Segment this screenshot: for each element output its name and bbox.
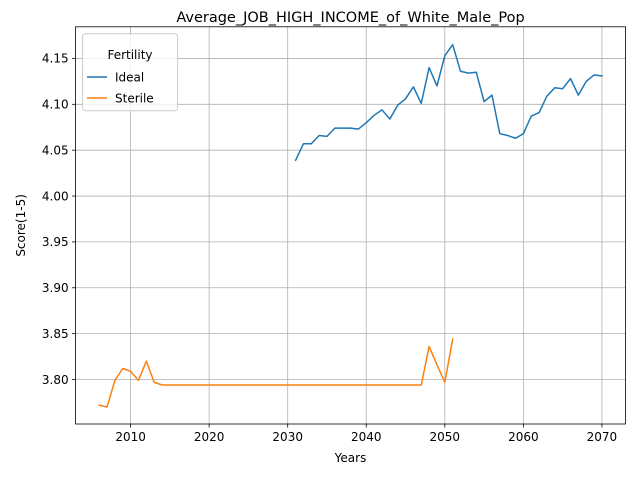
legend-label-ideal: Ideal bbox=[115, 71, 144, 85]
x-axis-label: Years bbox=[334, 451, 367, 465]
y-tick-label: 3.80 bbox=[42, 373, 69, 387]
y-tick-label: 3.85 bbox=[42, 327, 69, 341]
x-tick-label: 2010 bbox=[115, 430, 146, 444]
legend: Fertility Ideal Sterile bbox=[83, 34, 178, 111]
x-tick-label: 2030 bbox=[272, 430, 303, 444]
y-tick-label: 4.05 bbox=[42, 143, 69, 157]
x-tick-label: 2040 bbox=[351, 430, 382, 444]
legend-title: Fertility bbox=[107, 48, 152, 62]
y-tick-label: 3.90 bbox=[42, 281, 69, 295]
x-tick-label: 2060 bbox=[508, 430, 539, 444]
y-axis-label: Score(1-5) bbox=[14, 194, 28, 257]
y-tick-label: 4.15 bbox=[42, 52, 69, 66]
chart-title: Average_JOB_HIGH_INCOME_of_White_Male_Po… bbox=[176, 10, 524, 26]
x-tick-label: 2050 bbox=[430, 430, 461, 444]
x-tick-label: 2020 bbox=[194, 430, 225, 444]
legend-label-sterile: Sterile bbox=[115, 92, 154, 106]
y-tick-label: 4.10 bbox=[42, 98, 69, 112]
y-tick-label: 3.95 bbox=[42, 235, 69, 249]
x-tick-label: 2070 bbox=[587, 430, 618, 444]
y-tick-label: 4.00 bbox=[42, 189, 69, 203]
